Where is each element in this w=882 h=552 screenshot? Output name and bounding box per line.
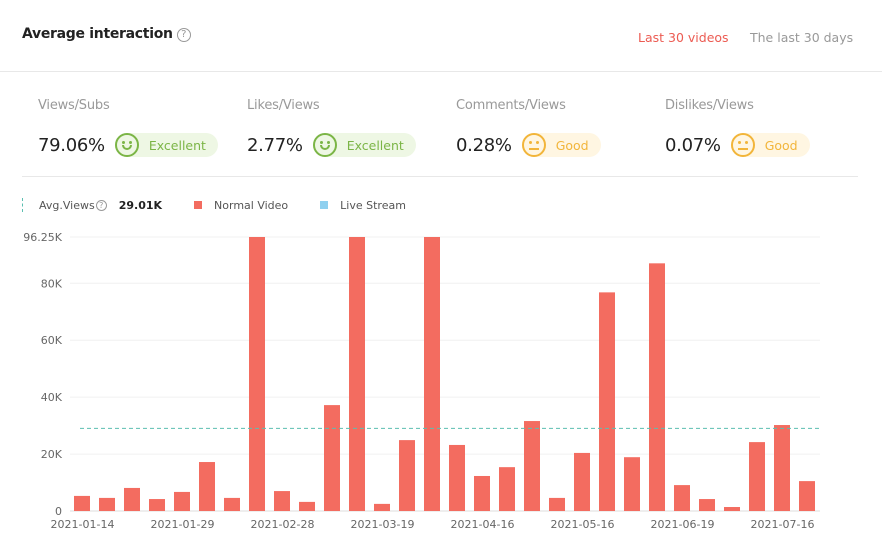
bar[interactable] (224, 497, 240, 511)
x-tick-label: 2021-04-16 (451, 518, 515, 531)
question-circle-icon[interactable]: ? (95, 199, 107, 211)
chart-legend: Avg.Views? 29.01K Normal Video Live Stre… (22, 198, 406, 212)
bar[interactable] (299, 501, 315, 511)
x-tick-label: 2021-05-16 (551, 518, 615, 531)
bar[interactable] (724, 507, 740, 511)
divider (22, 176, 858, 177)
page-title: Average interaction? (22, 26, 191, 42)
tab-last-30-days[interactable]: The last 30 days (750, 30, 854, 45)
rating-badge: Excellent (312, 133, 416, 157)
bar[interactable] (699, 499, 715, 511)
bar[interactable] (749, 442, 765, 511)
bar[interactable] (249, 237, 265, 511)
bar[interactable] (174, 491, 190, 511)
rating-text: Excellent (148, 137, 206, 153)
bar[interactable] (524, 421, 540, 511)
metric-label: Comments/Views (456, 98, 566, 113)
metric-label: Views/Subs (38, 98, 110, 113)
bar[interactable] (649, 263, 665, 511)
bar[interactable] (774, 425, 790, 511)
y-tick-label: 96.25K (23, 231, 62, 244)
bar[interactable] (799, 481, 815, 511)
header: Average interaction? Last 30 videos The … (0, 0, 882, 72)
rating-badge: Good (521, 133, 601, 157)
metric-value: 2.77% (247, 134, 303, 156)
smile-icon (312, 133, 337, 157)
bar[interactable] (424, 237, 440, 511)
metric-comments-views: Comments/Views 0.28% Good (456, 98, 656, 157)
metric-value: 0.28% (456, 134, 512, 156)
title-text: Average interaction (22, 26, 173, 42)
bar[interactable] (199, 462, 215, 511)
question-circle-icon[interactable]: ? (176, 28, 191, 42)
bar[interactable] (599, 292, 615, 511)
rating-text: Good (555, 137, 589, 153)
bar[interactable] (349, 237, 365, 511)
y-tick-label: 20K (41, 448, 63, 461)
x-tick-label: 2021-01-14 (51, 518, 115, 531)
y-tick-label: 40K (41, 391, 63, 404)
rating-badge: Excellent (114, 133, 218, 157)
bar[interactable] (474, 475, 490, 511)
live-stream-swatch (320, 201, 329, 209)
y-tick-label: 80K (41, 277, 63, 290)
metric-value: 0.07% (665, 134, 721, 156)
bar[interactable] (124, 487, 140, 511)
bar[interactable] (549, 497, 565, 511)
avg-line-swatch (22, 198, 23, 212)
legend-live-stream[interactable]: Live Stream (340, 198, 406, 212)
x-tick-label: 2021-07-16 (751, 518, 815, 531)
metric-value: 79.06% (38, 134, 105, 156)
y-tick-label: 60K (41, 334, 63, 347)
bar[interactable] (99, 497, 115, 511)
bar[interactable] (399, 440, 415, 511)
bar[interactable] (624, 457, 640, 511)
rating-text: Good (764, 137, 798, 153)
metric-views-subs: Views/Subs 79.06% Excellent (38, 98, 238, 157)
metric-likes-views: Likes/Views 2.77% Excellent (247, 98, 447, 157)
x-tick-label: 2021-03-19 (351, 518, 415, 531)
bar[interactable] (449, 444, 465, 511)
x-tick-label: 2021-06-19 (651, 518, 715, 531)
bar[interactable] (374, 503, 390, 511)
bar[interactable] (674, 485, 690, 511)
neutral-face-icon (730, 133, 755, 157)
y-tick-label: 0 (55, 505, 62, 518)
avg-views-value: 29.01K (118, 198, 163, 212)
bar[interactable] (324, 405, 340, 511)
rating-badge: Good (730, 133, 810, 157)
tab-last-30-videos[interactable]: Last 30 videos (638, 30, 729, 45)
smile-icon (114, 133, 139, 157)
metric-label: Dislikes/Views (665, 98, 754, 113)
metric-label: Likes/Views (247, 98, 320, 113)
rating-text: Excellent (346, 137, 404, 153)
bar[interactable] (274, 491, 290, 511)
legend-normal-video[interactable]: Normal Video (214, 198, 289, 212)
bar[interactable] (149, 499, 165, 511)
bar[interactable] (74, 495, 90, 511)
metric-dislikes-views: Dislikes/Views 0.07% Good (665, 98, 865, 157)
x-tick-label: 2021-01-29 (151, 518, 215, 531)
x-tick-label: 2021-02-28 (251, 518, 315, 531)
bar[interactable] (499, 467, 515, 511)
bar[interactable] (574, 452, 590, 511)
neutral-face-icon (521, 133, 546, 157)
normal-video-swatch (194, 201, 203, 209)
avg-views-label: Avg.Views (39, 198, 95, 212)
